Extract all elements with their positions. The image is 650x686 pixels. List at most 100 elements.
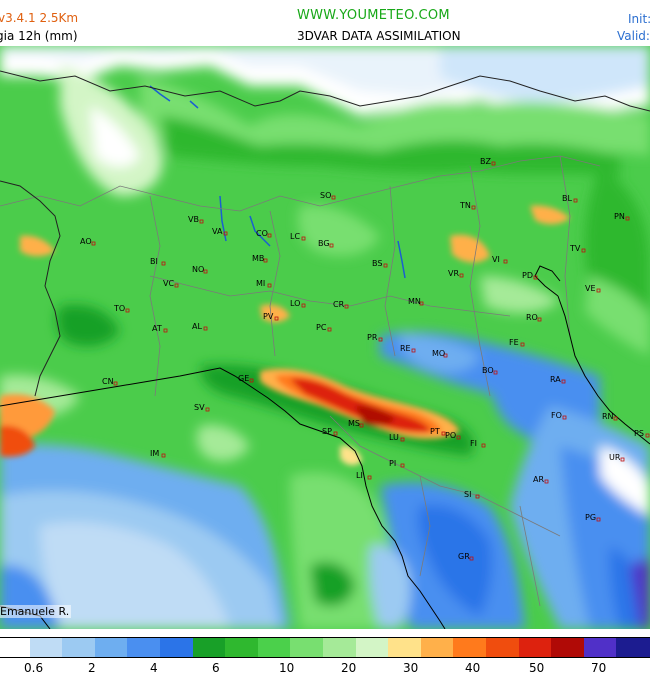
city-label: PD — [522, 271, 533, 280]
city-label: VI — [492, 255, 500, 264]
color-scale-tick: 2 — [88, 661, 96, 675]
city-label: PN — [614, 212, 625, 221]
city-label: MS — [348, 419, 360, 428]
city-marker — [471, 205, 476, 210]
city-marker — [596, 288, 601, 293]
color-scale-box — [388, 637, 422, 658]
color-scale-tick: 6 — [212, 661, 220, 675]
city-marker — [359, 423, 364, 428]
city-label: AT — [152, 324, 162, 333]
city-label: LU — [389, 433, 399, 442]
city-label: LO — [290, 299, 300, 308]
city-marker — [645, 433, 650, 438]
city-label: TN — [459, 201, 471, 210]
city-marker — [400, 463, 405, 468]
model-label: v3.4.1 2.5Km — [0, 11, 79, 25]
city-marker — [544, 479, 549, 484]
city-marker — [411, 348, 416, 353]
color-scale-box — [0, 637, 31, 658]
city-marker — [333, 431, 338, 436]
city-labels: AO BI VB VA CO LC BG SO BS TN BZ BL PN TV VE PD VI VR NO MB… — [80, 157, 650, 561]
city-marker — [443, 353, 448, 358]
city-marker — [481, 443, 486, 448]
color-scale-box — [355, 637, 390, 658]
city-marker — [520, 342, 525, 347]
city-label: SI — [464, 490, 471, 499]
city-label: MI — [256, 279, 265, 288]
city-label: VE — [585, 284, 596, 293]
city-marker — [596, 517, 601, 522]
city-label: RO — [526, 313, 538, 322]
city-marker — [329, 243, 334, 248]
city-label: PT — [430, 427, 440, 436]
color-scale-box — [551, 637, 585, 658]
city-marker — [161, 453, 166, 458]
city-marker — [344, 304, 349, 309]
national-border — [0, 70, 650, 397]
city-label: TV — [569, 244, 581, 253]
city-marker — [459, 273, 464, 278]
color-scale-box — [290, 637, 324, 658]
precip-field — [0, 46, 650, 629]
city-label: AL — [192, 322, 202, 331]
city-label: BG — [318, 239, 330, 248]
color-scale-box — [192, 637, 227, 658]
color-scale-box — [160, 637, 194, 658]
city-label: VC — [163, 279, 174, 288]
city-marker — [625, 216, 630, 221]
city-label: PV — [263, 312, 274, 321]
city-label: PI — [389, 459, 396, 468]
city-marker — [533, 275, 538, 280]
city-marker — [113, 381, 118, 386]
color-scale-box — [518, 637, 553, 658]
city-label: BL — [562, 194, 572, 203]
city-marker — [537, 317, 542, 322]
color-scale-box — [420, 637, 455, 658]
city-label: VA — [212, 227, 223, 236]
city-label: NO — [192, 265, 204, 274]
author-label: Emanuele R. — [0, 605, 72, 618]
color-scale-box — [94, 637, 129, 658]
city-label: FI — [470, 439, 477, 448]
city-marker — [203, 326, 208, 331]
color-scale-box — [257, 637, 292, 658]
city-marker — [561, 379, 566, 384]
city-label: PO — [445, 431, 456, 440]
city-marker — [249, 378, 254, 383]
precipitation-map: AO BI VB VA CO LC BG SO BS TN BZ BL PN TV VE PD VI VR NO MB… — [0, 46, 650, 629]
city-label: GE — [238, 374, 249, 383]
city-marker — [419, 301, 424, 306]
color-scale: 0.6 2 4 6 10 20 30 40 50 70 — [0, 637, 650, 686]
color-scale-box — [616, 637, 650, 658]
city-marker — [203, 269, 208, 274]
city-marker — [469, 556, 474, 561]
city-marker — [327, 327, 332, 332]
city-marker — [581, 248, 586, 253]
city-label: BI — [150, 257, 158, 266]
city-marker — [163, 328, 168, 333]
city-marker — [562, 415, 567, 420]
color-scale-box — [583, 637, 618, 658]
city-marker — [174, 283, 179, 288]
city-label: MB — [252, 254, 264, 263]
city-label: IM — [150, 449, 159, 458]
city-label: PC — [316, 323, 327, 332]
city-label: SV — [194, 403, 205, 412]
site-url[interactable]: WWW.YOUMETEO.COM — [297, 8, 450, 23]
city-marker — [263, 258, 268, 263]
city-label: RA — [550, 375, 561, 384]
city-label: BS — [372, 259, 382, 268]
city-marker — [161, 261, 166, 266]
city-label: BZ — [480, 157, 491, 166]
city-label: CO — [256, 229, 268, 238]
city-label: VR — [448, 269, 459, 278]
city-marker — [91, 241, 96, 246]
city-marker — [456, 435, 461, 440]
lakes — [149, 85, 406, 279]
assimilation-label: 3DVAR DATA ASSIMILATION — [297, 29, 461, 43]
city-label: PR — [367, 333, 378, 342]
valid-label: Valid: — [617, 29, 650, 43]
color-scale-tick: 20 — [341, 661, 357, 675]
city-marker — [613, 416, 618, 421]
city-marker — [223, 231, 228, 236]
